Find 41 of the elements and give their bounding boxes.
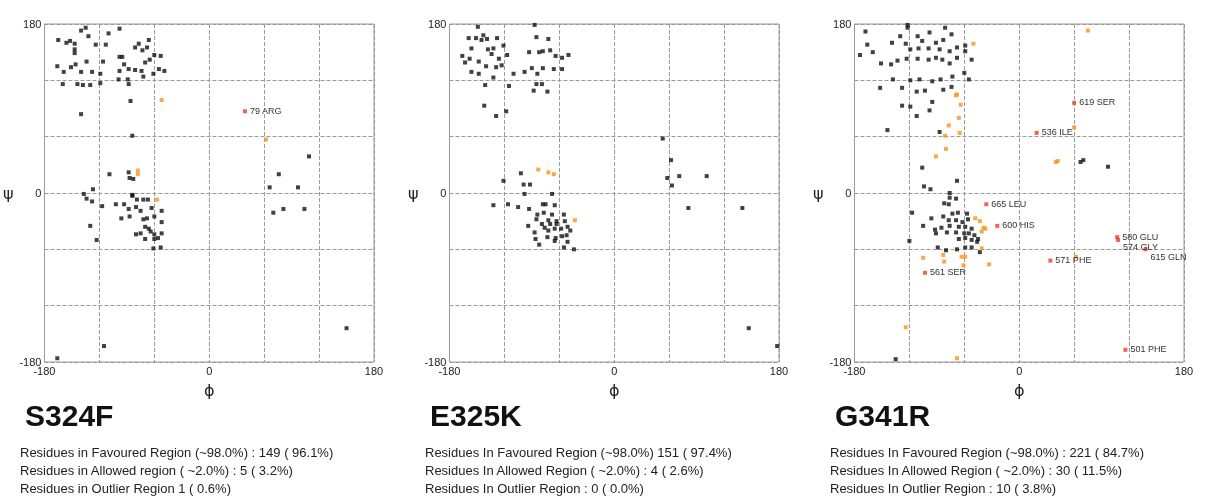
annotation: 574 GLY	[1123, 241, 1158, 252]
x-axis-title: ϕ	[1013, 380, 1025, 400]
annotation: 561 SER	[929, 267, 967, 278]
annotation: 79 ARG	[249, 105, 282, 116]
text: G341R	[835, 398, 931, 432]
x-tick-label: 180	[364, 364, 384, 377]
annotation: 619 SER	[1079, 97, 1116, 108]
y-axis-title: ψ	[812, 183, 824, 203]
x-tick-label: 180	[1174, 364, 1194, 377]
x-tick-label: 0	[1016, 364, 1023, 377]
text: S324F	[25, 398, 114, 432]
text: Residues In Allowed Region ( ~2.0%) : 4 ( 2.6%)	[425, 463, 704, 478]
text: Residues In Outlier Region : 10 ( 3.8%)	[830, 481, 1057, 496]
x-tick-label: 0	[611, 364, 618, 377]
text: Residues in Favoured Region (~98.0%) : 149 ( 96.1%)	[20, 445, 334, 460]
x-tick-label: 180	[769, 364, 789, 377]
annotation: 571 PHE	[1055, 255, 1092, 266]
x-axis-title: ϕ	[203, 380, 215, 400]
annotation: 665 LEU	[991, 198, 1027, 209]
x-tick-label: 0	[206, 364, 213, 377]
y-tick-label: 0	[35, 187, 42, 199]
x-axis-title: ϕ	[608, 380, 620, 400]
y-axis-title: ψ	[407, 183, 419, 203]
annotation: 615 GLN	[1150, 251, 1187, 262]
y-tick-label: 180	[23, 18, 42, 30]
annotation: 580 GLU	[1122, 231, 1159, 242]
annotation: 501 PHE	[1130, 344, 1167, 355]
text: E325K	[430, 398, 523, 432]
y-tick-label: 180	[833, 18, 852, 30]
annotation: 536 ILE	[1041, 127, 1073, 138]
text: Residues In Outlier Region : 0 ( 0.0%)	[425, 481, 644, 496]
y-axis-title: ψ	[2, 183, 14, 203]
annotation: 600 HIS	[1002, 220, 1035, 231]
y-tick-label: 0	[845, 187, 852, 199]
y-tick-label: 180	[428, 18, 447, 30]
text: Residues in Allowed region ( ~2.0%) : 5 ( 3.2%)	[20, 463, 293, 478]
text: Residues In Favoured Region (~98.0%) : 221 ( 84.7%)	[830, 445, 1144, 460]
y-tick-label: 0	[440, 187, 447, 199]
text: Residues in Outlier Region 1 ( 0.6%)	[20, 481, 231, 496]
text: Residues In Allowed Region ( ~2.0%) : 30 ( 11.5%)	[830, 463, 1123, 478]
text: Residues In Favoured Region (~98.0%) 151 ( 97.4%)	[425, 445, 732, 460]
